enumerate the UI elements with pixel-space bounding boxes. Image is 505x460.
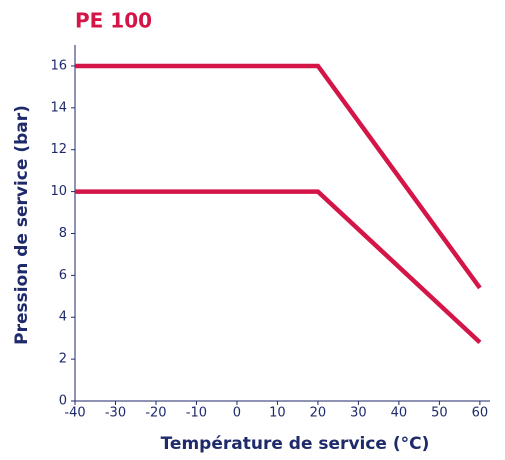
y-tick-label: 4	[59, 310, 67, 325]
x-tick-label: 60	[472, 406, 489, 421]
y-tick-label: 10	[50, 184, 67, 199]
x-tick-label: 10	[269, 406, 286, 421]
x-tick-label: 0	[233, 406, 241, 421]
x-axis-label: Température de service (°C)	[161, 434, 430, 454]
x-tick-label: 50	[431, 406, 448, 421]
x-tick-label: -30	[105, 406, 126, 421]
x-tick-label: -40	[64, 406, 85, 421]
x-tick-label: -20	[145, 406, 166, 421]
x-tick-label: -10	[186, 406, 207, 421]
line-series	[75, 189, 482, 345]
x-tick-label: 20	[310, 406, 327, 421]
y-tick-label: 12	[50, 142, 67, 157]
y-tick-label: 2	[59, 352, 67, 367]
y-tick-label: 14	[50, 100, 67, 115]
x-tick-label: 30	[350, 406, 367, 421]
y-tick-label: 16	[50, 58, 67, 73]
y-tick-label: 8	[59, 226, 67, 241]
y-tick-label: 6	[59, 268, 67, 283]
y-tick-label: 0	[59, 394, 67, 409]
x-tick-label: 40	[391, 406, 408, 421]
y-axis-label: Pression de service (bar)	[12, 105, 32, 345]
line-series	[75, 63, 482, 290]
chart-title: PE 100	[75, 9, 152, 33]
